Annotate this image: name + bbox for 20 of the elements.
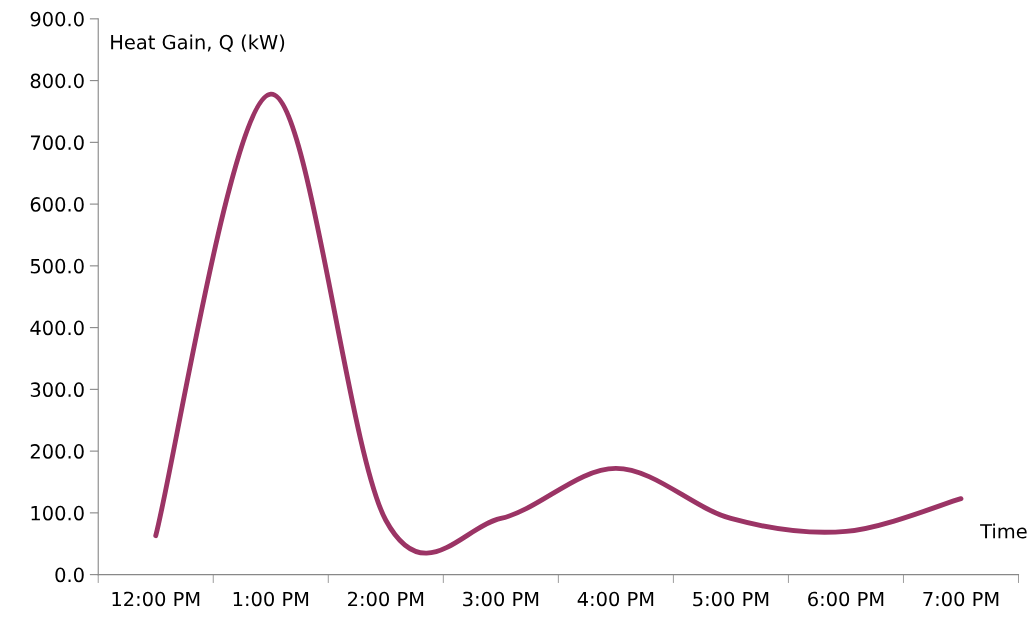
- x-tick-label: 3:00 PM: [463, 591, 539, 607]
- x-tick-label: 4:00 PM: [577, 591, 654, 607]
- x-tick-label: 5:00 PM: [693, 591, 769, 607]
- x-tick-label: 2:00 PM: [348, 591, 424, 607]
- x-tick-label: 6:00 PM: [808, 591, 884, 607]
- x-axis-title: Time: [980, 523, 1027, 539]
- y-axis-title: Heat Gain, Q (kW): [111, 34, 285, 52]
- y-tick-label: 400.0: [30, 320, 84, 336]
- y-tick-label: 700.0: [30, 135, 84, 151]
- x-tick-label: 1:00 PM: [233, 591, 309, 607]
- x-tick-label: 12:00 PM: [112, 591, 200, 607]
- x-tick-label: 7:00 PM: [923, 591, 999, 607]
- y-tick-label: 300.0: [30, 382, 84, 398]
- y-tick-label: 100.0: [31, 505, 84, 521]
- y-tick-label: 0.0: [55, 567, 84, 583]
- y-tick-label: 900.0: [30, 11, 84, 27]
- y-tick-label: 200.0: [30, 444, 84, 459]
- y-tick-label: 500.0: [30, 258, 84, 274]
- y-tick-label: 600.0: [30, 197, 84, 212]
- y-tick-label: 800.0: [30, 73, 84, 89]
